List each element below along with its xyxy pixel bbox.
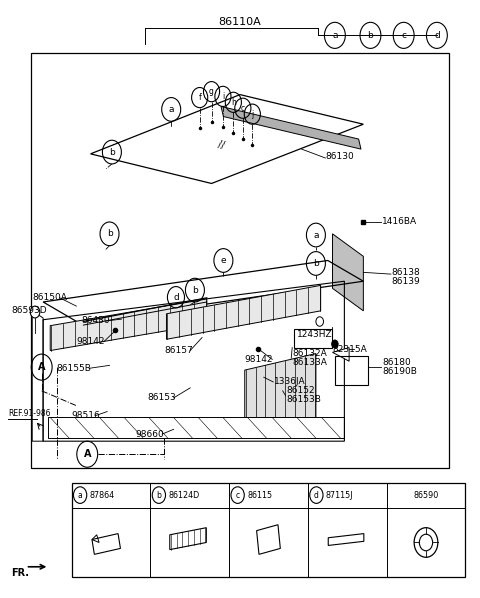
Text: 98142: 98142 <box>245 355 273 364</box>
Polygon shape <box>221 106 361 149</box>
Text: a: a <box>313 230 319 240</box>
Text: b: b <box>192 286 198 295</box>
Text: 1336JA: 1336JA <box>274 377 306 386</box>
Text: b: b <box>107 229 112 239</box>
Text: h: h <box>231 98 236 107</box>
Text: 86132A: 86132A <box>292 349 327 358</box>
Text: A: A <box>38 362 46 372</box>
Text: b: b <box>313 259 319 268</box>
Text: 87864: 87864 <box>90 490 115 499</box>
Text: 86138: 86138 <box>392 268 420 277</box>
Circle shape <box>332 340 338 348</box>
Text: 98660: 98660 <box>136 429 164 438</box>
Text: f: f <box>198 93 201 102</box>
Text: a: a <box>168 105 174 114</box>
Polygon shape <box>167 285 321 339</box>
Text: 1243HZ: 1243HZ <box>297 330 333 339</box>
Text: j: j <box>251 109 253 118</box>
Polygon shape <box>245 353 316 417</box>
Text: A: A <box>84 449 91 459</box>
Text: 86133A: 86133A <box>292 358 327 367</box>
Polygon shape <box>333 347 349 361</box>
Text: e: e <box>221 256 226 265</box>
Text: 86180: 86180 <box>383 358 411 367</box>
Text: 86430: 86430 <box>81 316 110 325</box>
Text: d: d <box>173 293 179 302</box>
Text: c: c <box>236 490 240 499</box>
Circle shape <box>30 306 40 318</box>
Text: 86130: 86130 <box>325 152 354 161</box>
Text: 86157: 86157 <box>164 346 193 355</box>
Text: d: d <box>314 490 319 499</box>
Text: 86110A: 86110A <box>218 17 262 27</box>
Text: 86153: 86153 <box>147 393 176 402</box>
Text: c: c <box>241 103 245 113</box>
Text: g: g <box>209 87 214 96</box>
Polygon shape <box>333 234 363 311</box>
Text: 1416BA: 1416BA <box>383 218 418 227</box>
Text: 98516: 98516 <box>72 411 100 420</box>
Text: c: c <box>401 31 406 40</box>
Text: REF.91-986: REF.91-986 <box>9 409 51 418</box>
Text: 86153B: 86153B <box>287 395 322 404</box>
Circle shape <box>316 317 324 327</box>
Text: a: a <box>332 31 337 40</box>
Text: 86124D: 86124D <box>168 490 200 499</box>
Text: i: i <box>222 92 224 101</box>
Text: b: b <box>368 31 373 40</box>
Text: 87115J: 87115J <box>326 490 353 499</box>
Text: 86115: 86115 <box>247 490 272 499</box>
Text: 98142: 98142 <box>76 337 105 346</box>
Text: a: a <box>78 490 83 499</box>
Text: b: b <box>109 148 115 157</box>
Text: //: // <box>216 139 226 151</box>
Text: 86190B: 86190B <box>383 367 417 376</box>
Text: 86590: 86590 <box>413 490 439 499</box>
Text: FR.: FR. <box>12 568 29 578</box>
Text: 86593D: 86593D <box>12 306 47 315</box>
Text: 86139: 86139 <box>392 277 420 286</box>
Text: 86155B: 86155B <box>56 364 91 373</box>
Text: 86152: 86152 <box>287 386 315 395</box>
Text: 82315A: 82315A <box>333 345 367 354</box>
Text: b: b <box>156 490 161 499</box>
Polygon shape <box>50 299 207 350</box>
Text: d: d <box>434 31 440 40</box>
Text: 86150A: 86150A <box>32 293 67 303</box>
